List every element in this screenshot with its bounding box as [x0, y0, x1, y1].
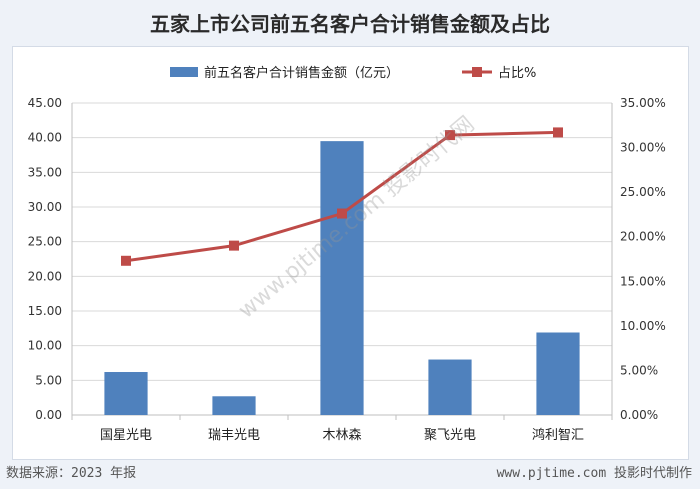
y-right-tick-label: 30.00%	[620, 141, 666, 155]
legend-line-marker	[472, 67, 482, 77]
y-right-tick-label: 5.00%	[620, 363, 658, 377]
y-left-tick-label: 15.00	[28, 304, 62, 318]
y-left-tick-label: 20.00	[28, 269, 62, 283]
bar	[536, 332, 580, 415]
y-right-tick-label: 20.00%	[620, 230, 666, 244]
legend-bar-label: 前五名客户合计销售金额（亿元）	[204, 65, 399, 81]
y-left-tick-label: 35.00	[28, 165, 62, 179]
bar	[104, 372, 148, 415]
y-right-tick-label: 10.00%	[620, 319, 666, 333]
y-left-tick-label: 10.00	[28, 339, 62, 353]
chart-title: 五家上市公司前五名客户合计销售金额及占比	[150, 12, 550, 36]
y-left-tick-label: 45.00	[28, 96, 62, 110]
data-source-note: 数据来源：2023 年报	[6, 466, 137, 481]
y-right-tick-label: 25.00%	[620, 185, 666, 199]
y-right-tick-label: 0.00%	[620, 408, 658, 422]
bar	[212, 396, 256, 415]
line-marker	[121, 255, 131, 266]
credit-note: www.pjtime.com 投影时代制作	[496, 466, 692, 481]
line-marker	[229, 240, 239, 251]
y-right-tick-label: 15.00%	[620, 274, 666, 288]
y-right-tick-label: 35.00%	[620, 96, 666, 110]
line-marker	[553, 127, 563, 138]
y-left-tick-label: 5.00	[35, 373, 62, 387]
y-left-tick-label: 30.00	[28, 200, 62, 214]
legend-line-label: 占比%	[498, 66, 536, 81]
bar	[320, 141, 364, 415]
y-left-tick-label: 40.00	[28, 131, 62, 145]
y-left-tick-label: 25.00	[28, 235, 62, 249]
bar	[428, 359, 472, 415]
line-marker	[445, 130, 455, 141]
legend-bar-swatch	[170, 67, 198, 77]
x-tick-label: 木林森	[322, 428, 361, 443]
x-tick-label: 鸿利智汇	[532, 427, 584, 443]
x-tick-label: 瑞丰光电	[208, 428, 260, 443]
x-tick-label: 聚飞光电	[424, 428, 476, 443]
line-marker	[337, 208, 347, 219]
y-left-tick-label: 0.00	[35, 408, 62, 422]
x-tick-label: 国星光电	[100, 428, 152, 443]
